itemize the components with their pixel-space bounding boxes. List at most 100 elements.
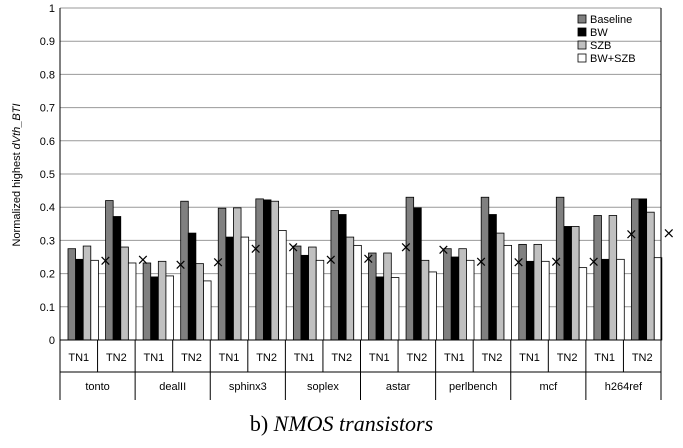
- x-marker: ×: [587, 252, 600, 270]
- subgroup-label: TN1: [519, 352, 540, 364]
- bar: [278, 230, 287, 341]
- x-marker: ×: [625, 225, 638, 243]
- subgroup-label: TN1: [294, 352, 315, 364]
- bar: [255, 198, 264, 341]
- bar: [187, 232, 197, 341]
- bar: [127, 262, 137, 341]
- bar: [631, 198, 640, 341]
- subgroup-label: TN2: [106, 352, 127, 364]
- bar: [375, 276, 385, 341]
- bar: [330, 210, 339, 341]
- y-tick-label: 0.1: [40, 302, 55, 314]
- bar: [292, 245, 302, 341]
- caption-prefix: b): [249, 411, 274, 436]
- x-marker: ×: [663, 224, 676, 242]
- bar: [217, 207, 227, 341]
- bar: [240, 236, 250, 341]
- bar: [353, 244, 362, 341]
- bar: [112, 216, 122, 341]
- y-tick-label: 0.8: [40, 69, 55, 81]
- y-tick-label: 0.4: [40, 202, 55, 214]
- bar: [495, 232, 505, 341]
- y-tick-label: 0.9: [40, 36, 55, 48]
- subgroup-label: TN1: [68, 352, 89, 364]
- group-label: perlbench: [449, 381, 497, 393]
- bar: [541, 260, 550, 341]
- bar: [233, 207, 242, 341]
- y-tick-label: 0.7: [40, 103, 55, 115]
- bar: [120, 246, 129, 341]
- group-label: sphinx3: [229, 381, 267, 393]
- y-axis-label-var: dVth_BTI: [11, 103, 23, 149]
- x-marker: ×: [437, 241, 450, 259]
- subgroup-label: TN2: [256, 352, 277, 364]
- group-label: h264ref: [605, 381, 643, 393]
- bar: [638, 198, 648, 341]
- bar: [90, 259, 99, 341]
- x-marker: ×: [550, 252, 563, 270]
- x-marker: ×: [512, 253, 525, 271]
- subgroup-label: TN1: [369, 352, 390, 364]
- subgroup-label: TN2: [557, 352, 578, 364]
- bar: [458, 248, 467, 341]
- x-marker: ×: [137, 250, 150, 268]
- subgroup-label: TN2: [181, 352, 202, 364]
- bar: [443, 248, 452, 341]
- bar: [533, 243, 542, 341]
- y-tick-label: 0.3: [40, 235, 55, 247]
- x-marker: ×: [99, 251, 112, 269]
- bar: [413, 207, 422, 341]
- bar: [593, 215, 602, 341]
- subgroup-label: TN1: [444, 352, 465, 364]
- legend-label: SZB: [590, 40, 611, 52]
- bar: [390, 277, 400, 341]
- bar: [195, 263, 204, 341]
- legend-swatch: [577, 53, 587, 63]
- bar: [616, 258, 625, 341]
- axes: [59, 8, 662, 400]
- subgroup-label: TN2: [331, 352, 352, 364]
- bar: [225, 236, 234, 341]
- x-marker: ×: [174, 255, 187, 273]
- bar: [67, 248, 76, 341]
- group-label: tonto: [85, 381, 109, 393]
- bar: [405, 196, 415, 341]
- bar: [503, 244, 512, 341]
- x-marker: ×: [249, 240, 262, 258]
- markers: × × × × × × × × × × × × × × × ×: [99, 224, 675, 273]
- bar: [300, 254, 309, 341]
- y-tick-label: 0.6: [40, 136, 55, 148]
- x-marker: ×: [362, 250, 375, 268]
- y-axis-label: Normalized highest dVth_BTI: [11, 103, 23, 246]
- y-axis-label-prefix: Normalized highest: [11, 149, 23, 246]
- y-tick-label: 1: [49, 3, 55, 15]
- bar: [270, 200, 280, 341]
- group-label: dealII: [159, 381, 186, 393]
- legend-label: BW+SZB: [590, 53, 636, 65]
- bar: [142, 262, 152, 341]
- bar: [563, 226, 572, 341]
- legend-swatch: [577, 40, 587, 50]
- bar: [488, 214, 497, 341]
- bar: [646, 211, 655, 341]
- caption-text: NMOS transistors: [273, 411, 434, 436]
- bar: [466, 259, 475, 341]
- bar: [165, 275, 174, 341]
- bar: [420, 259, 430, 341]
- group-label: soplex: [307, 381, 339, 393]
- subgroup-label: TN1: [219, 352, 240, 364]
- bar: [383, 252, 392, 341]
- y-tick-label: 0: [49, 335, 55, 347]
- legend-swatch: [577, 27, 587, 37]
- x-marker: ×: [475, 252, 488, 270]
- bar: [428, 271, 437, 341]
- group-label: mcf: [539, 381, 558, 393]
- y-tick-label: 0.2: [40, 269, 55, 281]
- bar: [525, 260, 535, 341]
- legend-label: Baseline: [590, 14, 632, 26]
- x-marker: ×: [212, 253, 225, 271]
- subgroup-label: TN2: [632, 352, 653, 364]
- bar: [82, 245, 92, 341]
- bar: [601, 258, 610, 341]
